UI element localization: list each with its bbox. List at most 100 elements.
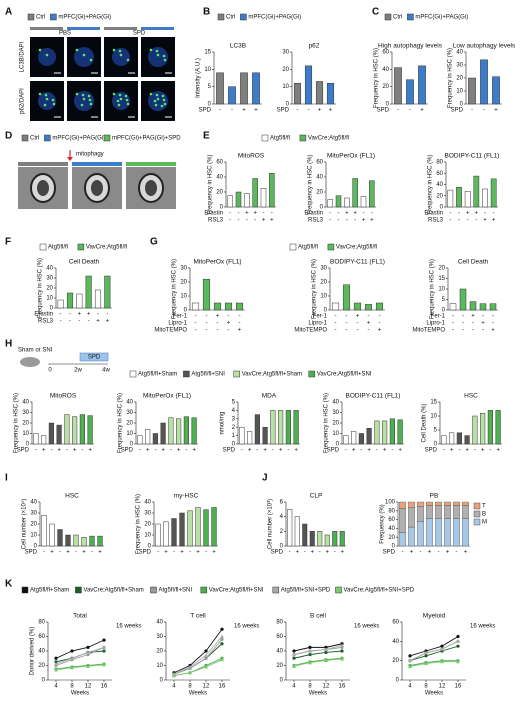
- condition-name: SPD: [277, 108, 290, 114]
- bar: [482, 188, 488, 208]
- y-tick-label: 10: [320, 294, 327, 300]
- marker: [308, 645, 312, 649]
- line-series: [409, 660, 458, 666]
- marker: [456, 644, 460, 648]
- chart-title: BODIPY-C11 (FL1): [445, 153, 500, 160]
- condition-sign: +: [87, 312, 91, 318]
- bar: [468, 77, 476, 105]
- y-axis-label: Frequency in HSC (%): [308, 154, 314, 214]
- em-header: [126, 162, 176, 166]
- bar: [89, 535, 95, 547]
- y-tick-label: 0: [286, 102, 290, 108]
- chart-title: MitoPerOx (FL1): [193, 259, 241, 266]
- condition-sign: -: [157, 550, 159, 556]
- condition-sign: +: [248, 448, 252, 454]
- legend-swatch: [384, 13, 392, 21]
- bar: [76, 293, 83, 309]
- legend-swatch: [473, 518, 481, 526]
- condition-sign: -: [60, 312, 62, 318]
- condition-sign: +: [483, 218, 487, 224]
- bar: [73, 534, 79, 547]
- puncta: [119, 53, 123, 57]
- condition-sign: +: [216, 314, 220, 320]
- condition-sign: -: [287, 448, 289, 454]
- bar: [339, 531, 345, 547]
- puncta: [161, 94, 165, 98]
- time-label: 0: [48, 368, 52, 374]
- y-tick-label: 30: [22, 410, 29, 416]
- bar: [155, 523, 161, 547]
- y-tick-label: 10: [282, 84, 289, 90]
- y-tick-label: 40: [276, 649, 283, 655]
- legend-swatch: [50, 13, 57, 21]
- marker: [324, 647, 328, 652]
- condition-sign: +: [245, 211, 249, 217]
- bar: [397, 419, 403, 445]
- bar: [332, 531, 338, 547]
- condition-sign: +: [481, 448, 485, 454]
- condition-sign: +: [446, 550, 450, 556]
- bar: [57, 299, 64, 309]
- condition-sign: -: [43, 550, 45, 556]
- condition-sign: +: [496, 448, 500, 454]
- bar: [227, 195, 233, 208]
- bar: [459, 288, 467, 311]
- legend-swatch: [272, 586, 280, 594]
- puncta: [112, 92, 116, 96]
- bar: [304, 65, 313, 105]
- condition-sign: +: [238, 328, 242, 334]
- condition-sign: -: [379, 321, 381, 327]
- y-axis-label: Cell number (×10³): [268, 499, 274, 549]
- condition-sign: -: [304, 550, 306, 556]
- condition-name: RSL3: [428, 218, 444, 224]
- stacked-bar: [435, 505, 442, 519]
- condition-sign: -: [238, 218, 240, 224]
- condition-sign: +: [353, 211, 357, 217]
- legend-label: Atg5fl/fl+SNI: [159, 588, 193, 594]
- condition-sign: +: [42, 448, 46, 454]
- condition-sign: -: [462, 328, 464, 334]
- condition-sign: -: [66, 448, 68, 454]
- condition-sign: +: [180, 550, 184, 556]
- marker: [86, 664, 90, 668]
- condition-sign: -: [170, 448, 172, 454]
- condition-sign: -: [475, 218, 477, 224]
- condition-sign: -: [60, 319, 62, 325]
- legend-swatch: [21, 134, 29, 142]
- y-axis-label: Cell Death (%): [422, 403, 428, 442]
- condition-sign: -: [443, 448, 445, 454]
- condition-sign: -: [271, 211, 273, 217]
- x-tick-label: 12: [439, 684, 446, 690]
- y-tick-label: 4: [280, 514, 284, 520]
- chart-title: Cell Death: [69, 259, 100, 266]
- bar: [490, 178, 497, 208]
- bar: [309, 531, 315, 547]
- legend-swatch: [240, 13, 247, 21]
- chart-title: BODIPY-C11 (FL1): [346, 393, 401, 400]
- bar: [441, 435, 447, 445]
- legend-swatch: [217, 13, 225, 21]
- legend-label: Ctrl: [30, 136, 39, 142]
- puncta: [156, 97, 160, 101]
- condition-sign: +: [491, 328, 495, 334]
- condition-name: MitoTEMPO: [412, 328, 445, 334]
- puncta: [125, 98, 129, 102]
- panel-letter: A: [5, 7, 12, 18]
- condition-sign: -: [338, 211, 340, 217]
- y-tick-label: 10: [332, 431, 339, 437]
- y-tick-label: 40: [30, 500, 37, 506]
- condition-sign: -: [420, 550, 422, 556]
- stacked-bar: [462, 505, 469, 519]
- y-tick-label: 60: [216, 160, 223, 166]
- y-tick-label: 60: [276, 634, 283, 640]
- marker: [54, 662, 58, 666]
- legend-label: Ctrl: [226, 15, 235, 21]
- y-tick-label: 60: [436, 171, 443, 177]
- y-axis-label: Frequency in HSC (%): [38, 258, 44, 318]
- marker: [220, 627, 224, 631]
- stacked-bar: [444, 501, 451, 506]
- y-tick-label: 15: [204, 50, 211, 56]
- legend-label: VavCre;Atg5fl/fl: [336, 245, 377, 251]
- y-tick-label: 40: [144, 500, 151, 506]
- bar: [418, 65, 426, 105]
